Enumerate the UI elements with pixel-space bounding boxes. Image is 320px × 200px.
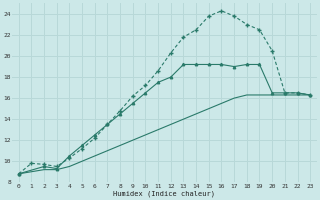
X-axis label: Humidex (Indice chaleur): Humidex (Indice chaleur)	[114, 190, 215, 197]
